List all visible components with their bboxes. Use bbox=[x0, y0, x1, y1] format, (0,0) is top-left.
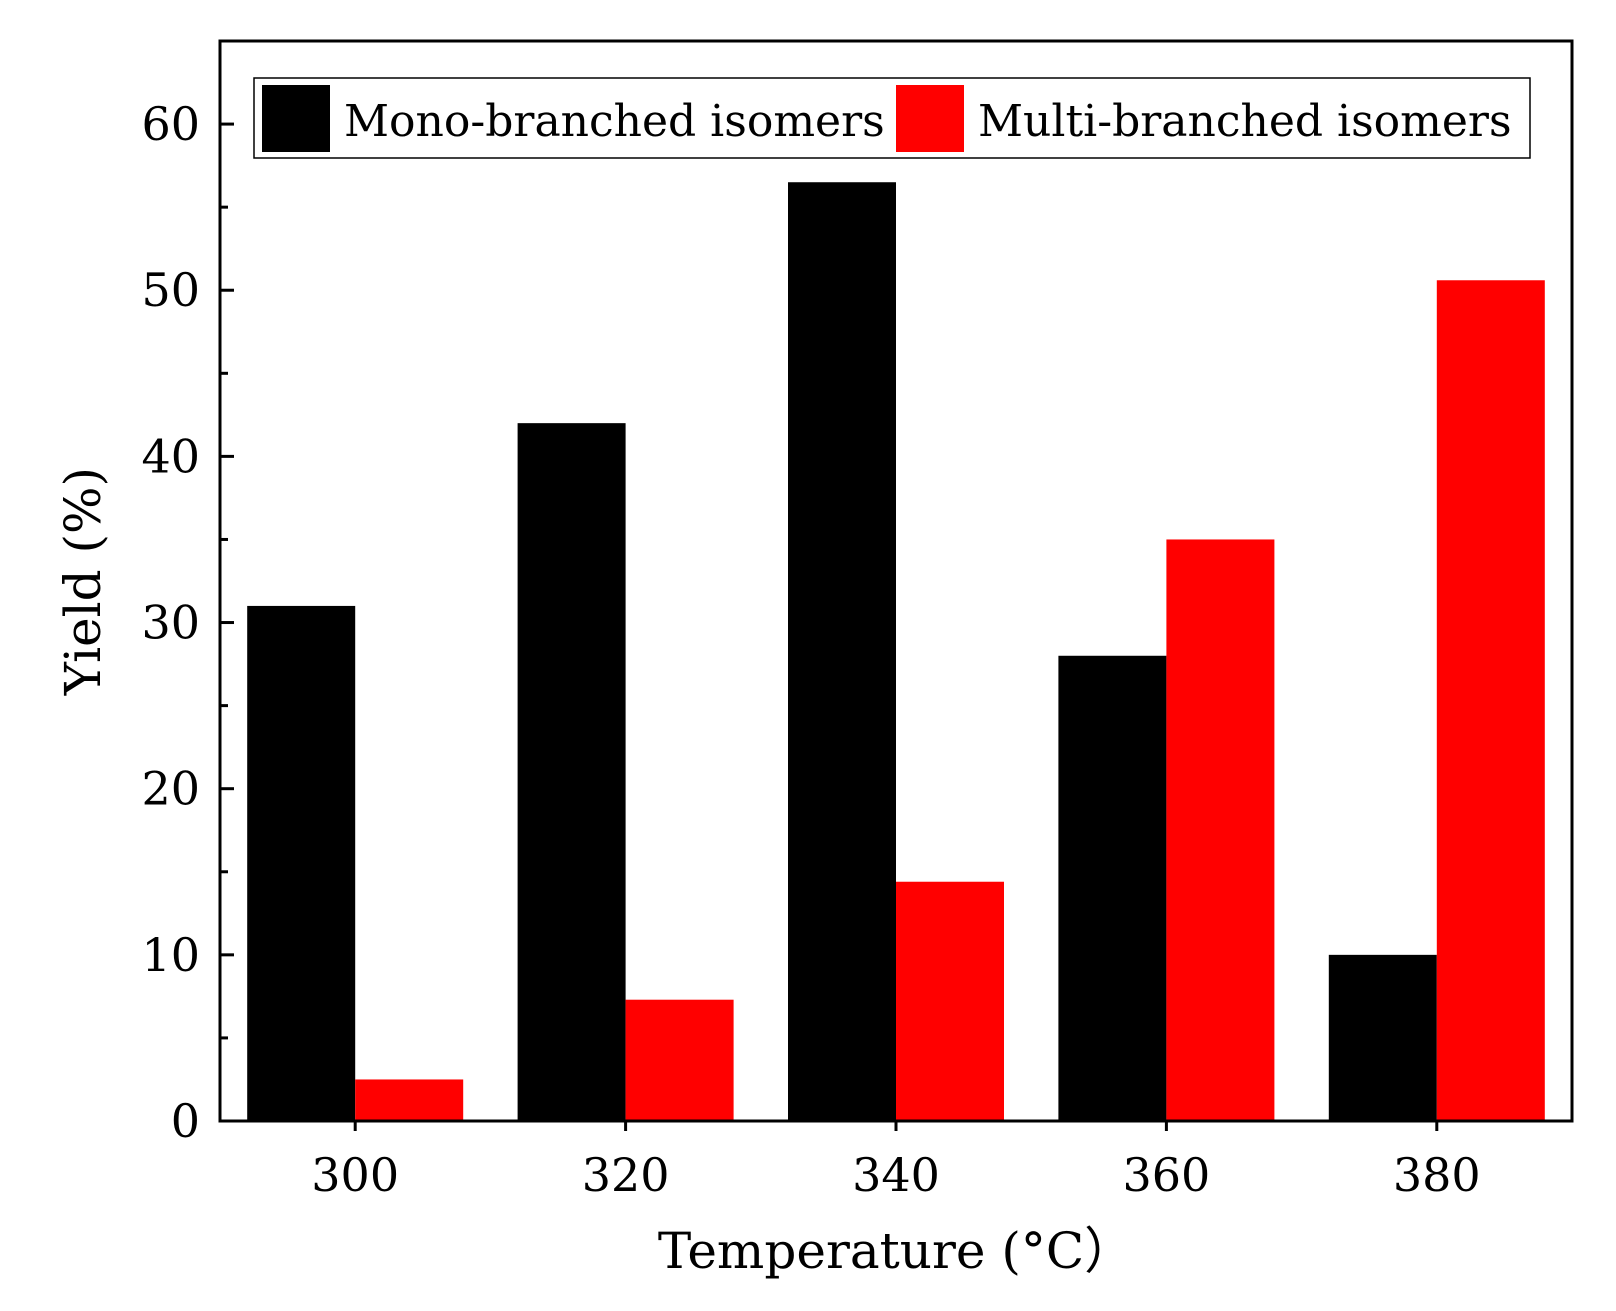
legend-label-mono: Mono-branched isomers bbox=[344, 96, 885, 147]
legend: Mono-branched isomers Multi-branched iso… bbox=[253, 77, 1531, 159]
bar-multi-380 bbox=[1436, 280, 1545, 1121]
y-tick-label-40: 40 bbox=[141, 429, 200, 483]
legend-swatch-mono bbox=[262, 85, 330, 152]
x-axis: 300 320 340 360 380 bbox=[311, 1121, 1481, 1202]
x-tick-label-340: 340 bbox=[852, 1148, 940, 1202]
x-tick-label-360: 360 bbox=[1122, 1148, 1210, 1202]
bar-mono-320 bbox=[517, 423, 626, 1122]
x-tick-label-300: 300 bbox=[311, 1148, 399, 1202]
legend-swatch-multi bbox=[896, 85, 964, 152]
y-tick-label-50: 50 bbox=[141, 263, 200, 317]
y-tick-label-60: 60 bbox=[141, 97, 200, 151]
y-tick-label-30: 30 bbox=[141, 596, 200, 650]
bar-multi-320 bbox=[625, 999, 734, 1121]
bar-multi-360 bbox=[1166, 539, 1275, 1121]
bar-multi-340 bbox=[896, 881, 1004, 1121]
bar-multi-300 bbox=[355, 1079, 464, 1121]
legend-box bbox=[253, 77, 1531, 159]
y-tick-label-0: 0 bbox=[171, 1094, 200, 1148]
bar-mono-300 bbox=[247, 605, 356, 1121]
y-axis: 0 10 20 30 40 50 60 bbox=[141, 97, 234, 1148]
x-axis-title: Temperature (°C） bbox=[658, 1222, 1134, 1280]
legend-label-multi: Multi-branched isomers bbox=[978, 96, 1512, 147]
bar-mono-380 bbox=[1328, 954, 1437, 1121]
bar-mono-340 bbox=[788, 182, 896, 1121]
y-tick-label-20: 20 bbox=[141, 762, 200, 816]
x-tick-label-320: 320 bbox=[582, 1148, 670, 1202]
bars-group bbox=[247, 182, 1545, 1122]
y-axis-title: Yield (%) bbox=[54, 467, 112, 696]
x-tick-label-380: 380 bbox=[1393, 1148, 1481, 1202]
bar-mono-360 bbox=[1058, 655, 1167, 1121]
y-tick-label-10: 10 bbox=[141, 928, 200, 982]
